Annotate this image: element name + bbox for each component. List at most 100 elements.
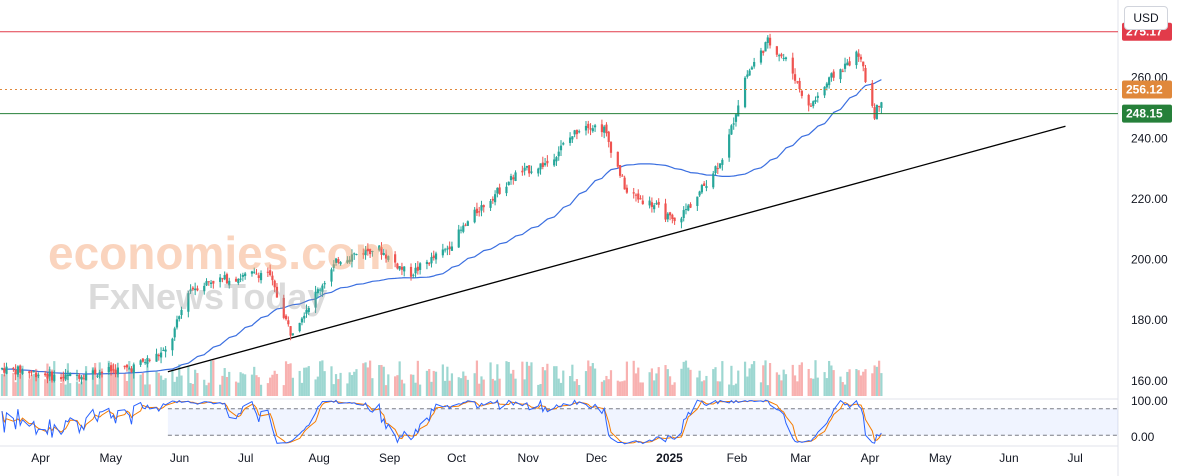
candle-body — [157, 354, 160, 357]
volume-bar — [332, 384, 335, 396]
candle-body — [746, 74, 749, 77]
candle-body — [162, 349, 165, 351]
volume-bar — [380, 364, 383, 396]
volume-bar — [100, 368, 104, 396]
volume-bar — [505, 361, 508, 396]
volume-bar — [825, 378, 828, 396]
candle-body — [212, 280, 215, 284]
volume-bar — [730, 365, 733, 396]
volume-bar — [525, 361, 529, 396]
volume-bar — [244, 374, 247, 396]
volume-bar — [225, 376, 229, 396]
candle-body — [207, 281, 210, 283]
volume-bar — [146, 362, 149, 396]
candle-body — [123, 365, 126, 368]
volume-bar — [3, 374, 6, 396]
volume-bar — [269, 377, 272, 396]
candle-body — [716, 168, 719, 170]
candle-body — [841, 70, 844, 72]
candle-body — [448, 246, 451, 250]
candle-body — [568, 137, 572, 143]
candle-body — [634, 194, 638, 196]
candle-body — [416, 266, 419, 271]
volume-bar — [241, 373, 244, 396]
candle-body — [323, 283, 326, 285]
candle-body — [766, 37, 769, 43]
volume-bar — [875, 366, 878, 396]
candle-body — [571, 136, 574, 140]
candle-body — [557, 151, 560, 157]
candle-body — [782, 57, 785, 59]
candle-body — [275, 286, 279, 298]
candle-body — [28, 371, 31, 374]
candle-body — [132, 364, 135, 374]
volume-bar — [189, 383, 192, 396]
candle-body — [562, 143, 565, 145]
level-tag-256.12 — [1122, 80, 1172, 99]
volume-bar — [830, 365, 833, 396]
volume-bar — [766, 385, 769, 396]
candle-body — [512, 177, 515, 180]
volume-bar — [591, 363, 594, 396]
volume-bar — [632, 360, 635, 396]
volume-bar — [109, 365, 113, 396]
volume-bar — [337, 379, 340, 396]
candle-body — [734, 114, 738, 122]
candle-body — [668, 212, 672, 216]
volume-bar — [666, 369, 669, 396]
candle-body — [473, 209, 476, 223]
volume-bar — [414, 382, 417, 396]
candle-body — [762, 50, 765, 54]
volume-bar — [798, 364, 801, 396]
candle-body — [223, 275, 226, 280]
volume-bar — [94, 362, 97, 396]
volume-bar — [187, 366, 190, 396]
candle-body — [187, 293, 190, 312]
candle-body — [607, 131, 610, 142]
candle-body — [12, 367, 15, 369]
candle-body — [330, 269, 333, 282]
candle-body — [46, 374, 49, 379]
volume-bar — [634, 373, 638, 396]
candle-body — [291, 333, 294, 335]
volume-bar — [528, 365, 531, 396]
candle-body — [714, 166, 717, 174]
volume-bar — [116, 374, 119, 396]
volume-bar — [132, 370, 135, 396]
volume-bar — [387, 374, 390, 396]
candle-body — [523, 167, 526, 171]
volume-bar — [291, 377, 294, 396]
candle-body — [764, 42, 767, 52]
volume-bar — [616, 380, 619, 396]
volume-bar — [162, 379, 165, 396]
volume-bar — [19, 373, 22, 396]
candle-body — [450, 246, 454, 251]
volume-bar — [112, 364, 115, 396]
candle-body — [175, 319, 179, 328]
volume-bar — [809, 378, 813, 396]
volume-bar — [639, 382, 642, 396]
candle-body — [496, 187, 499, 194]
stochastic-band — [167, 408, 1119, 436]
price-tick-label: 160.00 — [1131, 374, 1168, 388]
volume-bar — [796, 381, 799, 396]
candle-body — [700, 185, 703, 193]
candle-body — [632, 192, 635, 194]
volume-bar — [432, 370, 435, 396]
currency-button[interactable]: USD — [1124, 6, 1168, 30]
candle-body — [446, 248, 449, 250]
time-tick-label: Mar — [790, 451, 811, 465]
volume-bar — [480, 376, 483, 396]
candle-body — [228, 280, 231, 286]
time-tick-label: May — [99, 451, 122, 465]
volume-bar — [553, 366, 556, 396]
volume-bar — [223, 368, 226, 396]
time-tick-label: Dec — [586, 451, 607, 465]
volume-bar — [107, 360, 110, 396]
candle-body — [380, 247, 383, 255]
candle-body — [682, 210, 685, 218]
candle-body — [650, 202, 653, 207]
volume-bar — [284, 361, 288, 396]
